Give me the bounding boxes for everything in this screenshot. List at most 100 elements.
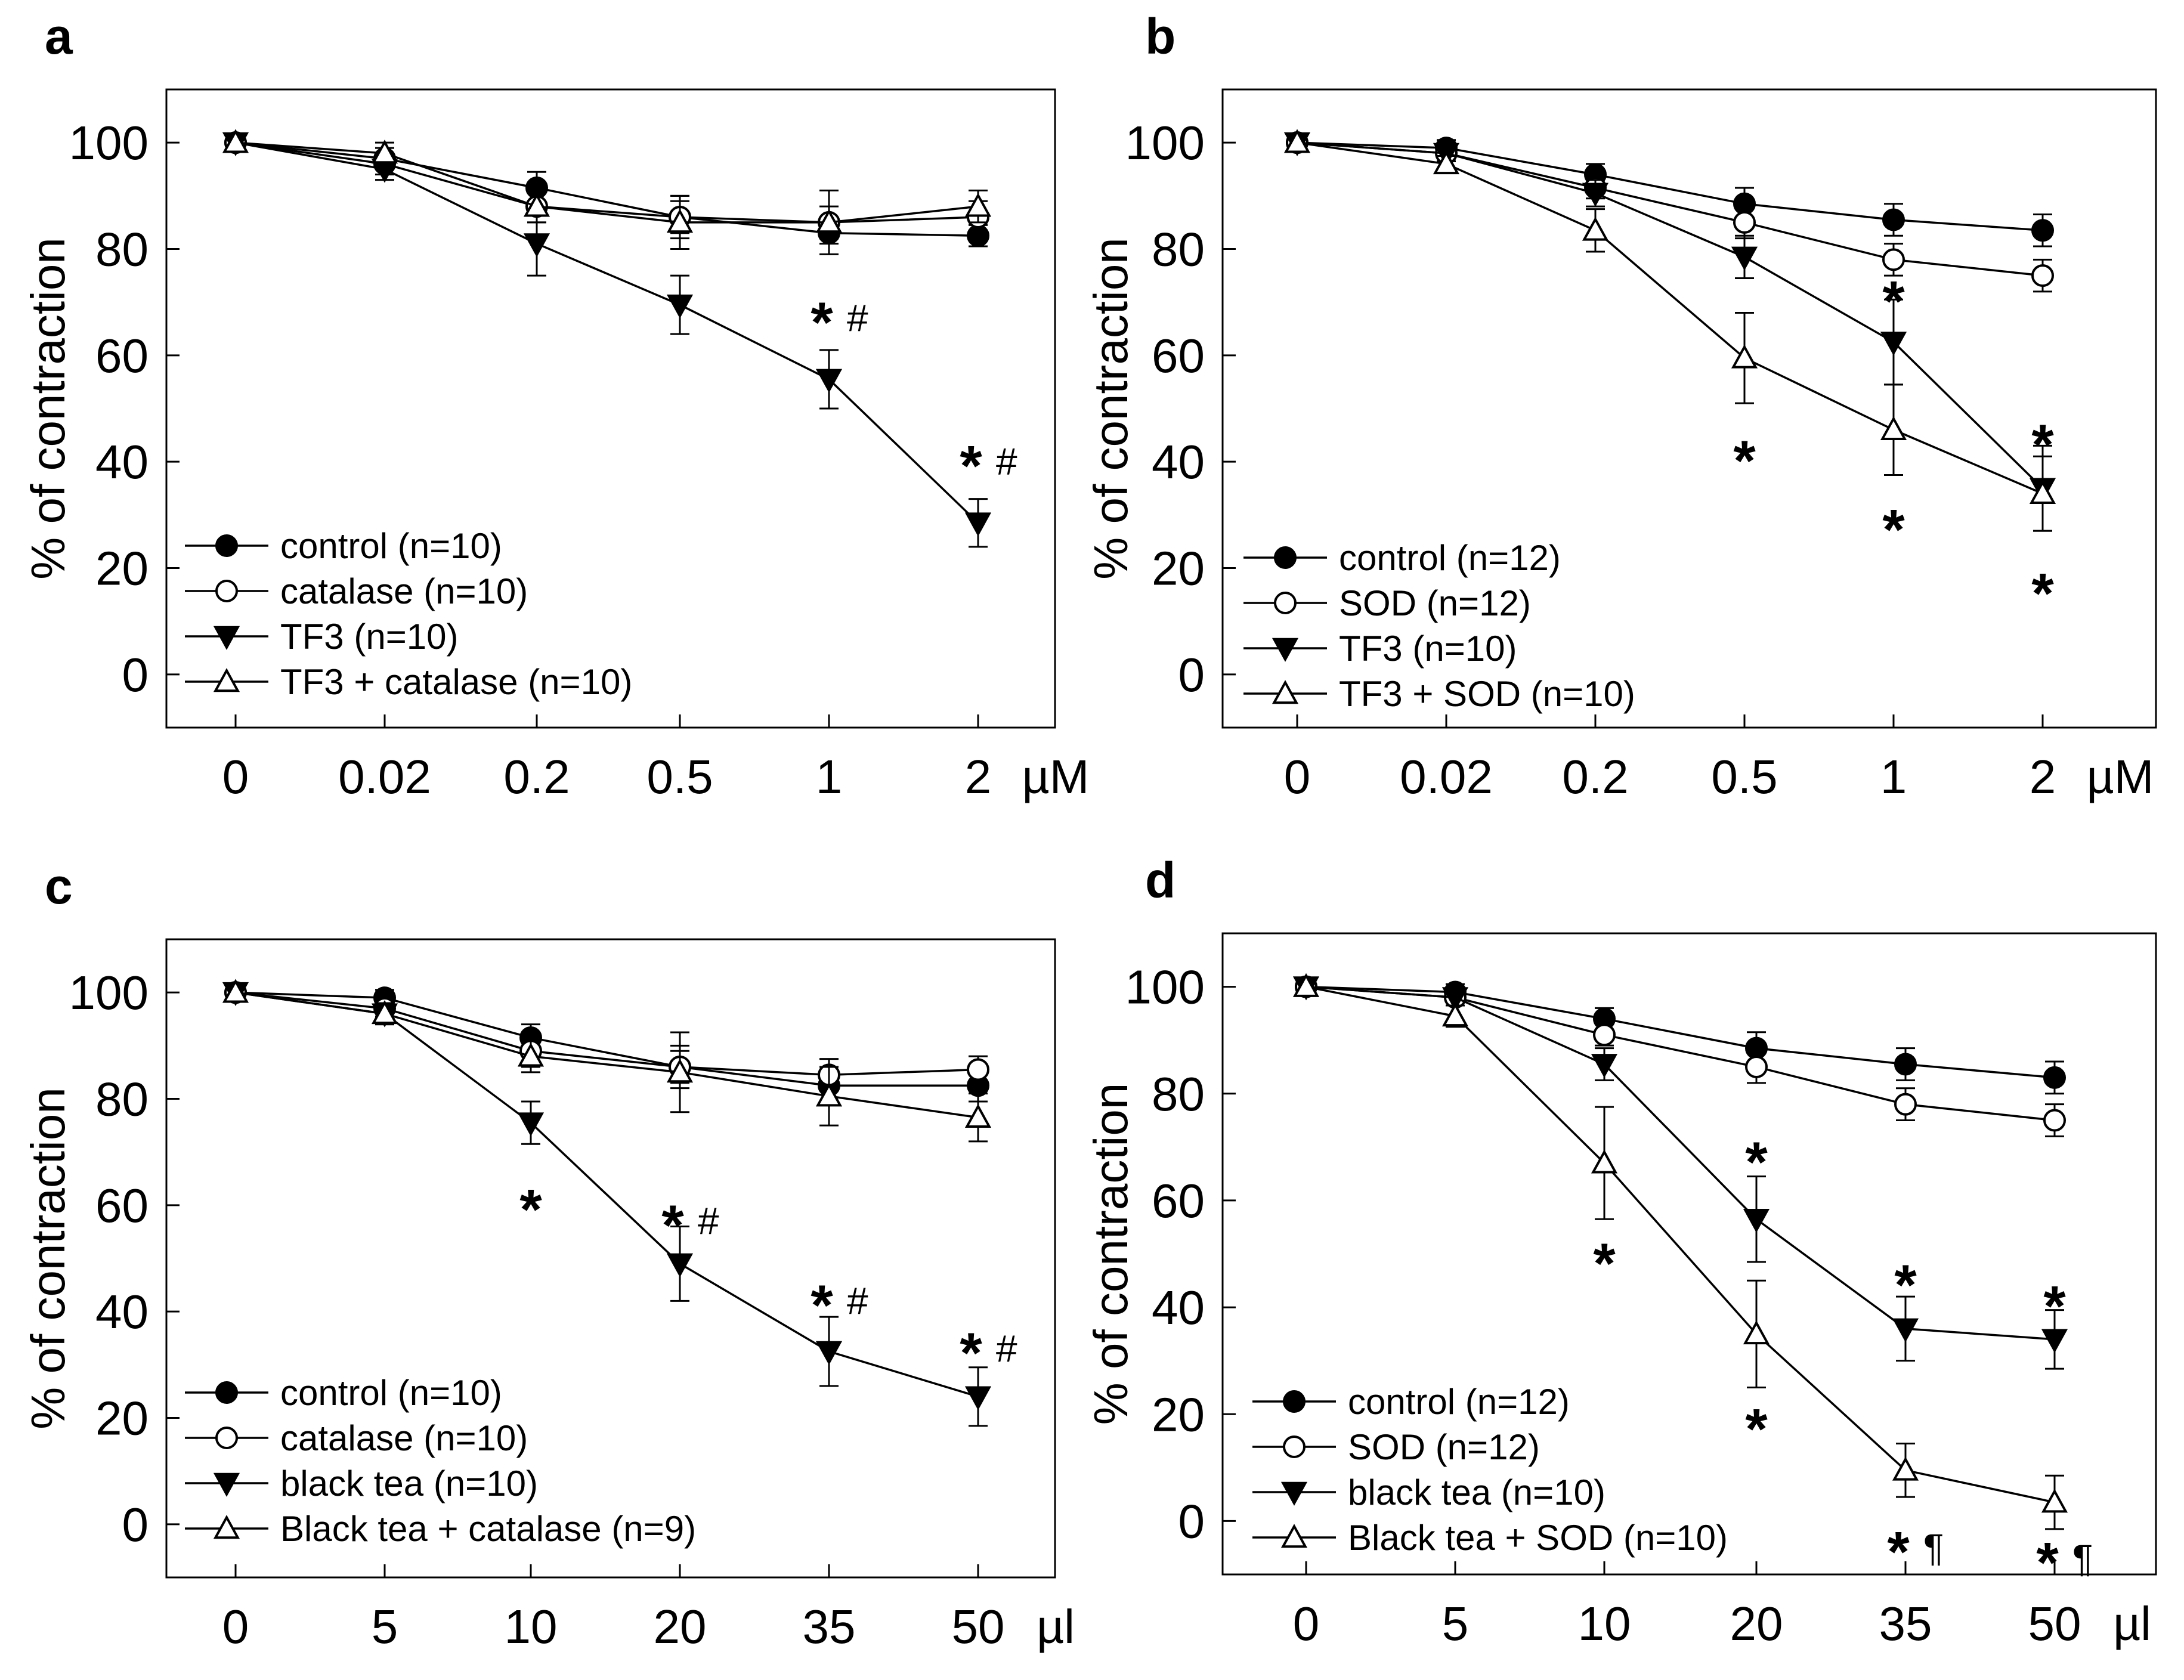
series-line [1306,985,2055,1341]
data-point [964,193,992,217]
data-point [666,1059,694,1083]
x-tick-label: 5 [372,1600,398,1653]
series-line [235,991,978,1087]
x-axis-label: µM [2087,750,2154,803]
y-tick-label: 60 [95,1179,149,1232]
x-tick-label: 10 [505,1600,558,1653]
data-point [2041,1329,2068,1353]
legend-marker [215,580,238,602]
significance-mark: * [1593,1232,1616,1295]
significance-mark: * [519,1178,542,1242]
significance-mark-secondary: # [996,440,1017,483]
significance-mark: * [1894,1253,1917,1317]
significance-mark: * [1887,1520,1910,1584]
legend-marker [215,1381,238,1404]
panel-letter: d [1145,852,1175,908]
legend-label: black tea (n=10) [1348,1472,1605,1512]
series-line [235,141,979,524]
y-tick-label: 80 [1152,223,1205,276]
legend-label: TF3 + SOD (n=10) [1339,674,1635,714]
significance-mark: * [2031,562,2054,626]
data-point [517,1042,545,1067]
x-tick-label: 0 [1284,750,1311,803]
plot-frame [165,88,1056,729]
data-point [1880,332,1907,356]
data-point [2041,1489,2068,1513]
series-3 [1283,129,2056,532]
y-tick-label: 40 [95,1285,149,1338]
data-point [517,1112,545,1137]
x-tick-label: 0 [1293,1597,1320,1650]
y-tick-label: 100 [69,116,149,169]
data-point [1894,1093,1917,1116]
x-tick-label: 0.5 [646,750,713,803]
data-point [1743,1208,1770,1233]
legend-marker [1280,1481,1308,1506]
plot-frame [1221,88,2157,729]
data-point [523,233,550,258]
panel-a: a 0 20 40 60 80 100 % of contraction 0 0.02 0.2 0.5… [21,8,1089,803]
legend-marker [213,1515,240,1539]
x-tick-label: 1 [1880,750,1907,803]
significance-mark: * [1882,498,1905,562]
significance-mark: * [811,290,833,354]
data-point [1283,129,1311,153]
x-tick-label: 0.5 [1711,750,1777,803]
data-point [964,512,992,537]
series-line [235,991,979,1076]
data-point [2029,479,2056,504]
legend-label: control (n=10) [280,526,502,566]
data-point [222,979,249,1003]
x-tick-label: 1 [816,750,843,803]
data-point [815,369,843,393]
series-3 [222,129,992,255]
legend-marker [1283,1390,1306,1413]
legend-marker [1280,1524,1308,1548]
data-point [2031,219,2054,242]
data-point [815,1341,843,1365]
significance-mark: * [661,1194,684,1258]
y-tick-label: 60 [95,329,149,382]
data-point [1731,246,1758,271]
y-tick-label: 100 [1125,116,1205,169]
data-point [1591,1149,1618,1174]
series-line [235,141,979,237]
panel-letter: a [45,8,73,64]
data-point [2043,1066,2066,1089]
data-point [1731,344,1758,369]
significance-mark: * [1745,1397,1768,1461]
plot-frame [1221,932,2157,1576]
legend-marker [213,626,240,650]
significance-mark: * [960,434,982,498]
legend-label: black tea (n=10) [280,1464,538,1503]
panel-c: c 0 20 40 60 80 100 % of contraction 0 5 10 20 35 50 µ… [21,858,1075,1653]
y-tick-label: 80 [95,223,149,276]
y-tick-label: 100 [1125,961,1205,1014]
y-tick-label: 60 [1152,329,1205,382]
x-tick-label: 0.2 [503,750,570,803]
data-point [666,1253,694,1277]
y-tick-label: 40 [1152,1281,1205,1334]
x-tick-label: 2 [965,750,992,803]
series-line [1297,141,2043,232]
y-tick-label: 0 [1178,648,1205,701]
y-axis-label: % of contraction [21,1087,75,1430]
legend-label: Black tea + SOD (n=10) [1348,1518,1728,1558]
data-point [1880,416,1907,440]
legend-marker [213,1472,240,1497]
x-tick-label: 2 [2030,750,2056,803]
data-point [1441,987,1469,1011]
x-tick-label: 0.02 [1400,750,1493,803]
data-point [1745,1055,1768,1078]
significance-mark-secondary: # [698,1200,719,1243]
x-tick-label: 20 [654,1600,707,1653]
x-axis-label: µl [2113,1597,2151,1650]
x-tick-label: 35 [803,1600,856,1653]
panel-letter: c [45,858,73,914]
legend: control (n=10) catalase (n=10) TF3 (n=10) T… [185,526,632,702]
data-point [1582,216,1609,241]
x-tick-label: 0.2 [1562,750,1628,803]
x-axis-label: µM [1022,750,1090,803]
y-tick-label: 0 [122,1498,149,1551]
